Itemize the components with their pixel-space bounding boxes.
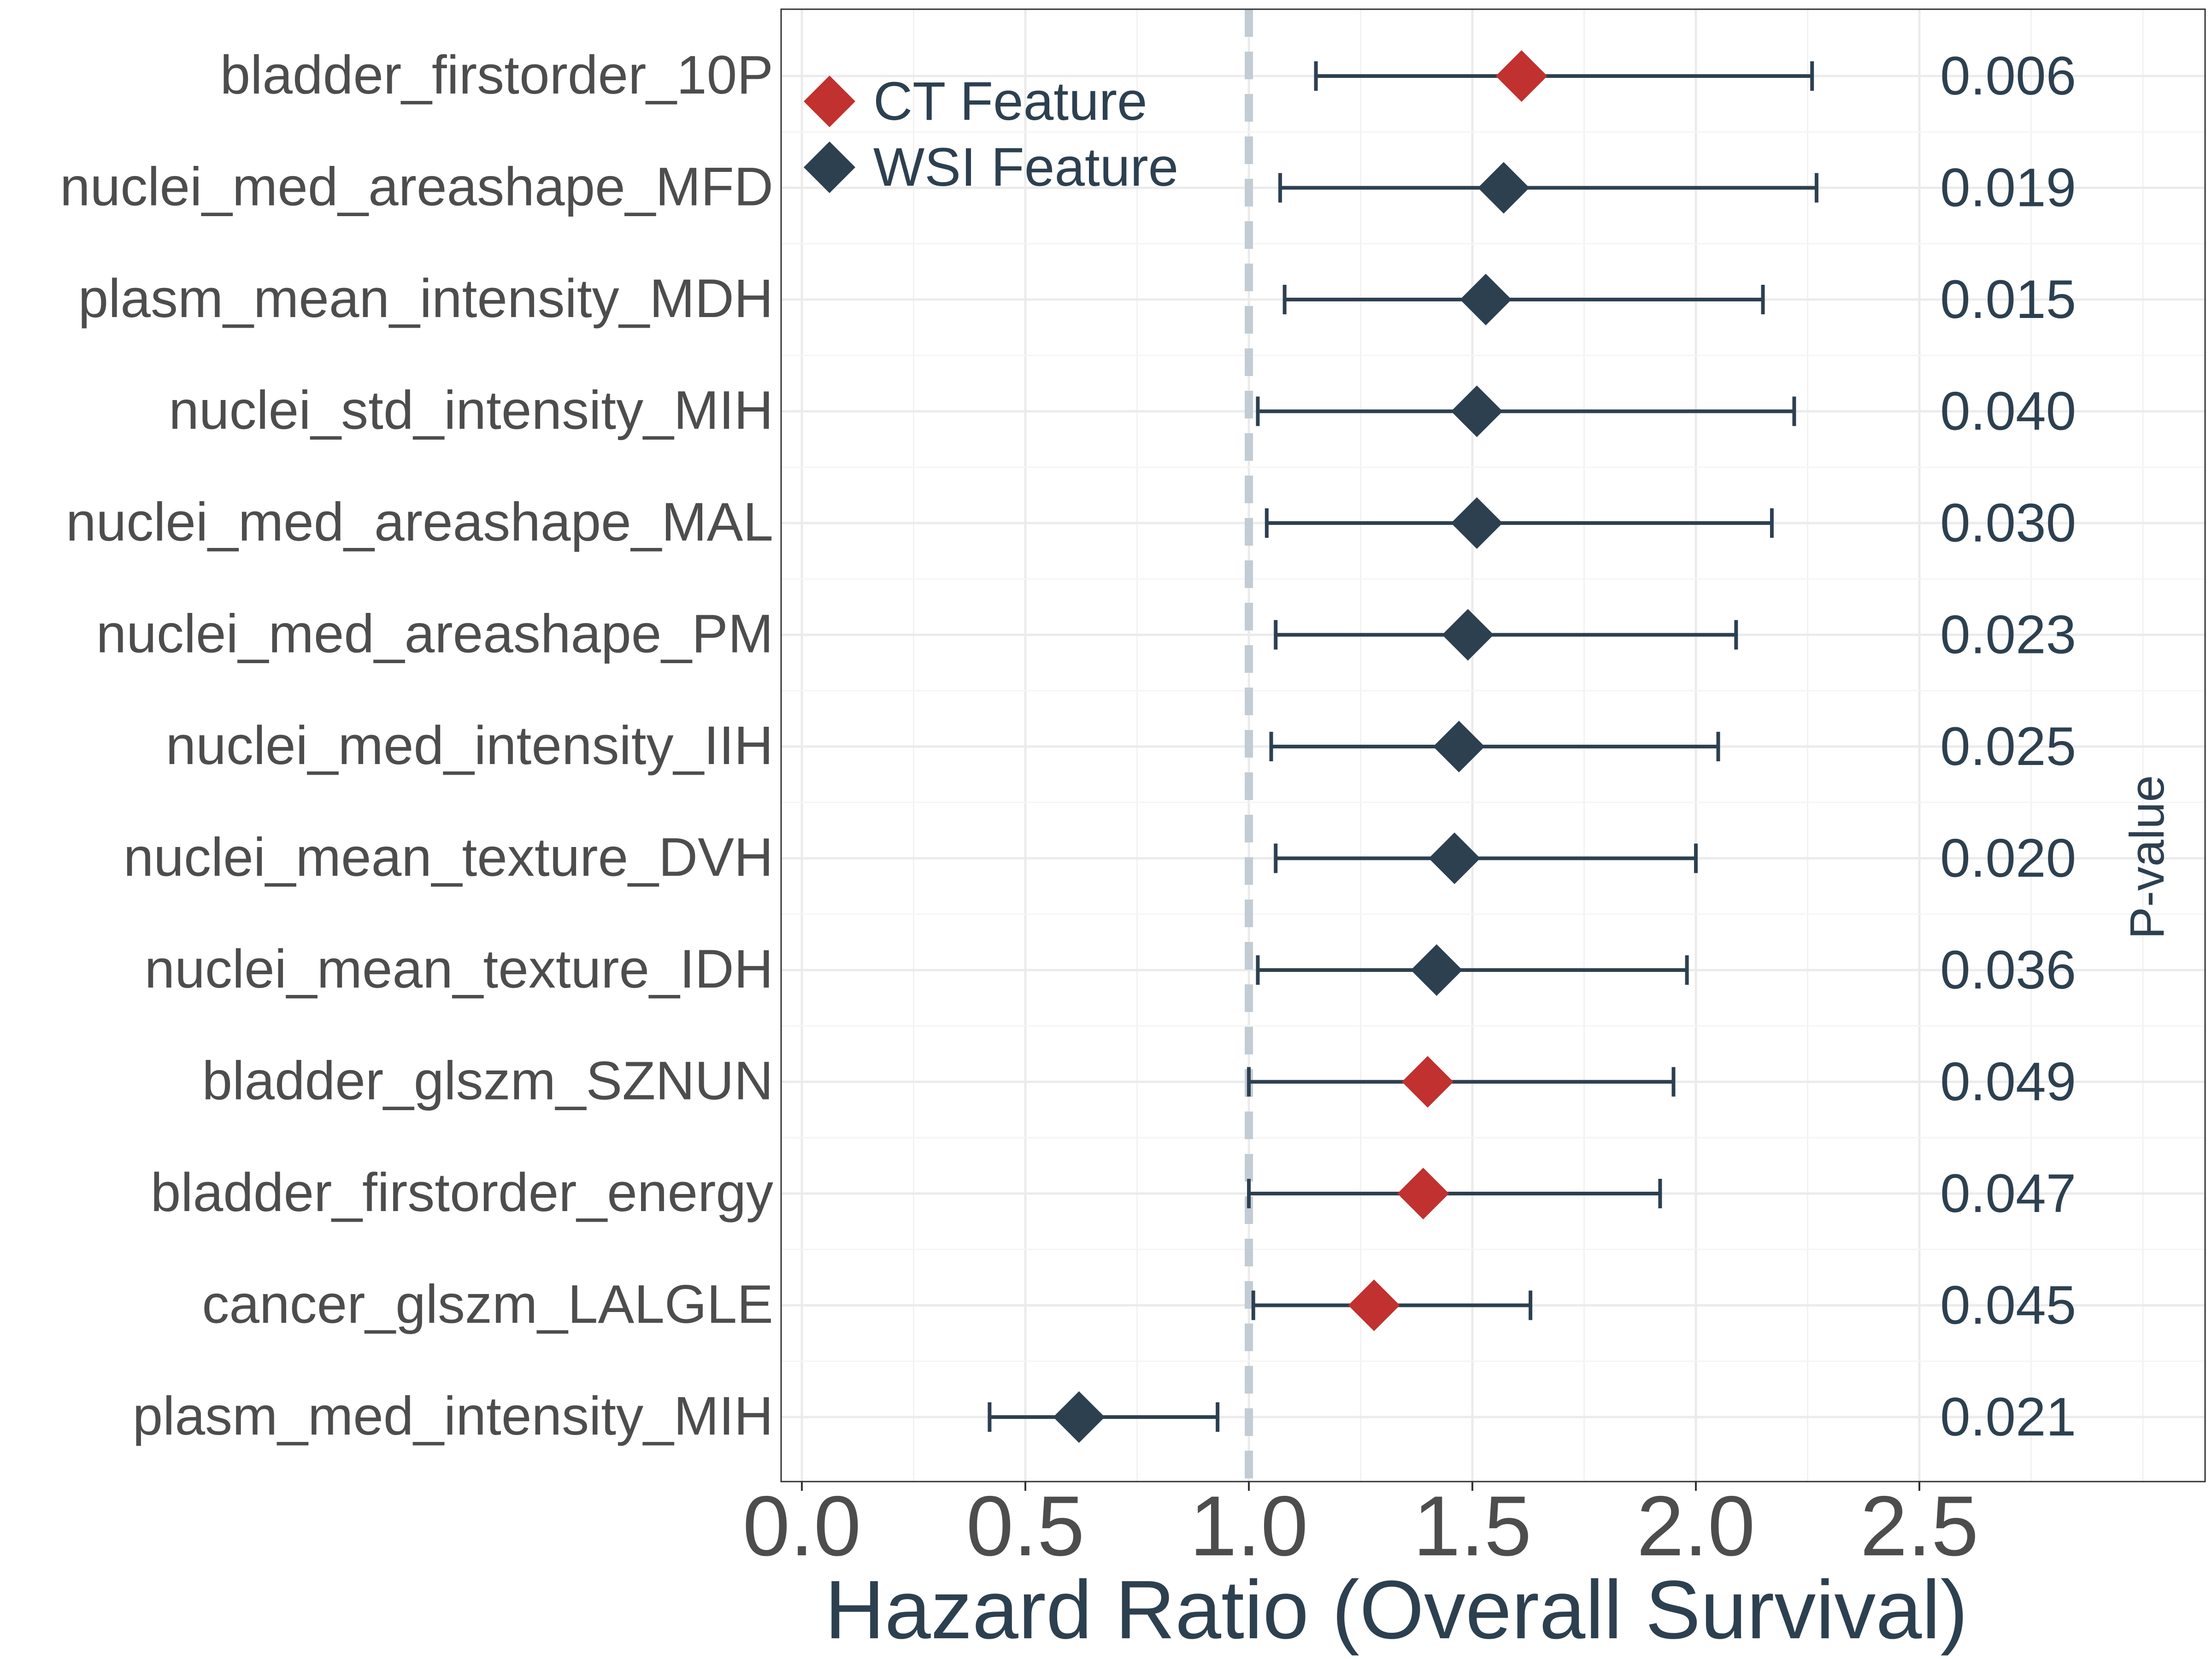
- p-value-label: 0.021: [1940, 1387, 2076, 1447]
- x-tick-label: 0.0: [742, 1479, 861, 1574]
- feature-label: nuclei_mean_texture_DVH: [124, 827, 773, 888]
- feature-label: nuclei_med_areashape_MAL: [66, 492, 773, 553]
- row-mark-bladder_firstorder_energy: [1247, 1168, 1662, 1219]
- feature-label: cancer_glszm_LALGLE: [202, 1274, 773, 1335]
- feature-label: bladder_firstorder_energy: [151, 1162, 773, 1223]
- p-value-label: 0.049: [1940, 1052, 2076, 1112]
- p-value-label: 0.019: [1940, 158, 2076, 218]
- hr-point-wsi: [1442, 609, 1494, 661]
- p-value-labels: 0.006 0.019 0.015 0.040 0.030 0.023 0.025 0.020…: [1940, 46, 2076, 1447]
- p-value-label: 0.030: [1940, 493, 2076, 553]
- x-axis-ticks: 0.0 0.5 1.0 1.5 2.0 2.5: [742, 1479, 1978, 1574]
- legend-label: CT Feature: [873, 71, 1147, 132]
- data-marks: [988, 50, 1818, 1443]
- hr-point-wsi: [1053, 1391, 1105, 1443]
- p-value-label: 0.047: [1940, 1163, 2076, 1224]
- hr-point-wsi: [1433, 721, 1485, 772]
- row-mark-nuclei_med_areashape_MAL: [1265, 497, 1774, 549]
- feature-label: nuclei_med_areashape_PM: [96, 604, 773, 665]
- hr-point-ct: [1402, 1056, 1453, 1108]
- hr-point-wsi: [1411, 944, 1463, 996]
- row-mark-cancer_glszm_LALGLE: [1251, 1279, 1533, 1331]
- x-tick-label: 1.0: [1189, 1479, 1308, 1574]
- x-tick-label: 1.5: [1413, 1479, 1531, 1574]
- p-value-axis-title: P-value: [2120, 775, 2174, 939]
- x-axis-title: Hazard Ratio (Overall Survival): [825, 1564, 1968, 1656]
- p-value-label: 0.023: [1940, 605, 2076, 665]
- hr-point-ct: [1495, 50, 1547, 102]
- legend-key-0: [804, 76, 855, 127]
- row-mark-nuclei_mean_texture_DVH: [1274, 832, 1698, 884]
- hr-point-wsi: [1460, 274, 1512, 325]
- feature-label: plasm_mean_intensity_MDH: [78, 268, 773, 329]
- p-value-label: 0.006: [1940, 46, 2076, 106]
- hr-point-ct: [1397, 1168, 1449, 1219]
- feature-label: bladder_firstorder_10P: [220, 45, 773, 106]
- row-mark-nuclei_med_intensity_IIH: [1269, 721, 1720, 772]
- p-value-label: 0.015: [1940, 269, 2076, 330]
- feature-label: nuclei_med_areashape_MFD: [60, 157, 773, 218]
- row-mark-nuclei_mean_texture_IDH: [1256, 944, 1689, 996]
- legend-label: WSI Feature: [873, 137, 1178, 198]
- feature-label: nuclei_std_intensity_MIH: [169, 380, 773, 441]
- hr-point-wsi: [1451, 497, 1503, 549]
- p-value-label: 0.040: [1940, 381, 2076, 442]
- row-mark-bladder_firstorder_10P: [1314, 50, 1814, 102]
- feature-label: bladder_glszm_SZNUN: [202, 1051, 773, 1112]
- feature-labels: bladder_firstorder_10P nuclei_med_areasha…: [60, 45, 773, 1447]
- x-tick-label: 0.5: [966, 1479, 1084, 1574]
- legend-key-1: [804, 141, 855, 193]
- x-tick-label: 2.5: [1860, 1479, 1978, 1574]
- p-value-label: 0.036: [1940, 940, 2076, 1000]
- hr-point-wsi: [1429, 832, 1481, 884]
- hr-point-ct: [1348, 1279, 1400, 1331]
- row-mark-nuclei_std_intensity_MIH: [1256, 385, 1796, 437]
- row-mark-nuclei_med_areashape_MFD: [1278, 162, 1818, 214]
- row-mark-bladder_glszm_SZNUN: [1247, 1056, 1676, 1108]
- p-value-label: 0.020: [1940, 828, 2076, 889]
- p-value-label: 0.025: [1940, 716, 2076, 777]
- row-mark-plasm_mean_intensity_MDH: [1282, 274, 1765, 325]
- hr-point-wsi: [1451, 385, 1503, 437]
- hr-point-wsi: [1477, 162, 1530, 214]
- row-mark-plasm_med_intensity_MIH: [988, 1391, 1220, 1443]
- feature-label: nuclei_mean_texture_IDH: [145, 939, 773, 1000]
- row-mark-nuclei_med_areashape_PM: [1274, 609, 1738, 661]
- p-value-label: 0.045: [1940, 1275, 2076, 1336]
- feature-label: nuclei_med_intensity_IIH: [166, 715, 773, 776]
- feature-label: plasm_med_intensity_MIH: [133, 1386, 773, 1447]
- x-tick-label: 2.0: [1636, 1479, 1755, 1574]
- panel-border: [780, 8, 2206, 1483]
